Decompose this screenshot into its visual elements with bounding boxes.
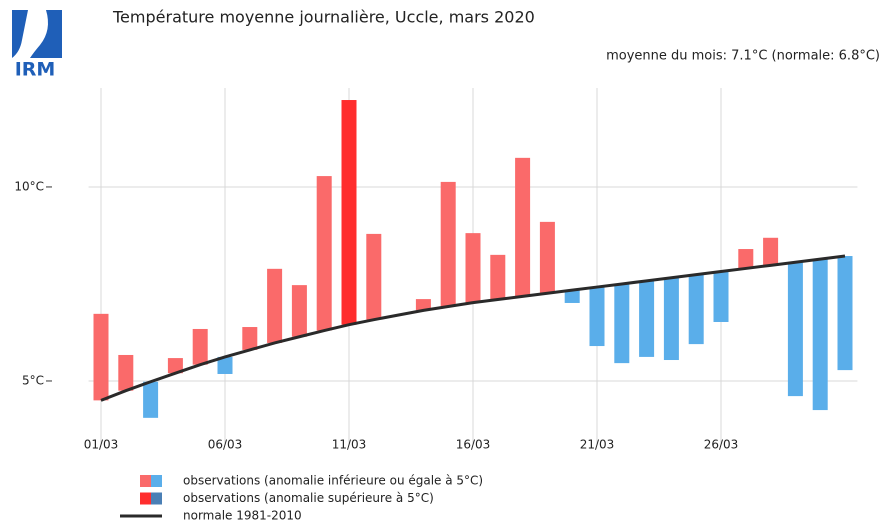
legend-swatch [140,475,151,487]
bar [614,283,630,364]
bar [564,290,580,303]
bar [539,221,555,294]
bar [316,176,332,331]
bar [217,356,233,374]
y-tick-label: 5°C [22,373,44,387]
bar [118,354,134,391]
x-tick-label: 21/03 [580,438,615,452]
bar [242,327,258,350]
bar [837,256,853,371]
bar [639,280,655,357]
bar [192,328,208,365]
bar [440,181,456,307]
chart-title: Température moyenne journalière, Uccle, … [112,8,535,27]
bar [291,285,307,337]
x-tick-label: 16/03 [456,438,491,452]
bar [490,254,506,300]
bar [515,157,531,297]
x-tick-label: 11/03 [332,438,367,452]
bar [787,262,803,397]
bar [167,358,183,374]
y-tick-label: 10°C [14,179,44,193]
legend-label: observations (anomalie supérieure à 5°C) [183,491,434,505]
bar [713,271,729,322]
normal-line [100,254,846,402]
bar [93,313,109,401]
bar [663,277,679,361]
logo-text: IRM [15,59,56,81]
legend-label: normale 1981-2010 [183,509,302,523]
x-tick-label: 01/03 [84,438,119,452]
bar [688,274,704,345]
bar [267,268,283,343]
logo: IRM [12,10,62,81]
bar [812,259,828,411]
bar [341,100,357,325]
bar [589,287,605,347]
x-tick-label: 06/03 [208,438,243,452]
bar [366,233,382,320]
legend-swatch [151,475,162,487]
legend-label: observations (anomalie inférieure ou éga… [183,474,483,488]
legend-swatch [140,492,151,505]
chart-subtitle: moyenne du mois: 7.1°C (normale: 6.8°C) [606,49,880,64]
bar [143,381,159,418]
legend-swatch [151,492,162,505]
bar [738,249,754,269]
x-tick-label: 26/03 [704,438,739,452]
bar [415,299,431,311]
bar [763,237,779,266]
bar [465,233,481,303]
